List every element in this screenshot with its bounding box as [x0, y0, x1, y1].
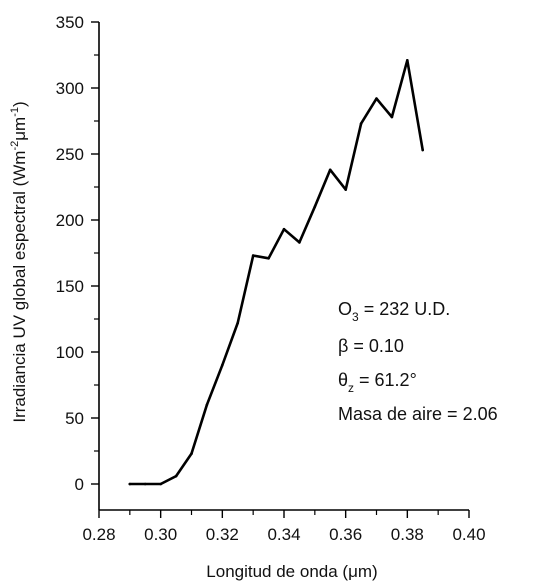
- data-point: [128, 482, 132, 486]
- y-ticks: 0 50 100 150 200 250 300 350: [56, 13, 99, 494]
- data-point: [190, 452, 193, 455]
- data-point: [205, 403, 209, 407]
- data-point: [313, 205, 317, 209]
- data-series: [128, 58, 425, 486]
- annotation-box: O3 = 232 U.D. β = 0.10 θz = 61.2° Masa d…: [338, 299, 498, 424]
- annotation-airmass: Masa de aire = 2.06: [338, 404, 498, 424]
- data-point: [236, 321, 239, 325]
- y-tick-label: 350: [56, 13, 84, 32]
- data-point: [282, 227, 286, 231]
- annotation-theta: θz = 61.2°: [338, 370, 417, 395]
- y-tick-label: 0: [75, 475, 84, 494]
- y-tick-label: 300: [56, 79, 84, 98]
- data-point: [267, 257, 270, 260]
- x-tick-label: 0.28: [82, 525, 115, 544]
- annotation-o3: O3 = 232 U.D.: [338, 299, 450, 324]
- data-point: [406, 59, 409, 62]
- y-tick-label: 200: [56, 211, 84, 230]
- data-point: [174, 474, 178, 478]
- data-point: [298, 241, 301, 244]
- x-tick-label: 0.40: [452, 525, 485, 544]
- x-tick-label: 0.36: [329, 525, 362, 544]
- x-tick-label: 0.30: [144, 525, 177, 544]
- x-tick-label: 0.32: [206, 525, 239, 544]
- data-point: [390, 115, 394, 119]
- x-ticks: 0.28 0.30 0.32 0.34 0.36 0.38 0.40: [82, 510, 486, 544]
- data-point: [251, 254, 255, 257]
- data-point: [143, 482, 147, 486]
- x-axis-title: Longitud de onda (μm): [206, 562, 377, 581]
- annotation-beta: β = 0.10: [338, 336, 404, 356]
- data-point: [375, 97, 378, 100]
- data-point: [221, 363, 224, 367]
- data-point: [359, 122, 363, 125]
- y-tick-label: 100: [56, 343, 84, 362]
- y-tick-label: 50: [65, 409, 84, 428]
- x-tick-label: 0.38: [391, 525, 424, 544]
- y-tick-label: 250: [56, 145, 84, 164]
- y-tick-label: 150: [56, 277, 84, 296]
- x-tick-label: 0.34: [267, 525, 300, 544]
- data-point: [159, 482, 162, 486]
- data-point: [328, 168, 332, 172]
- series-line: [128, 58, 425, 486]
- data-point: [421, 148, 425, 152]
- data-point: [344, 188, 348, 191]
- y-axis-title: Irradiancia UV global espectral (Wm-2μm-…: [9, 101, 29, 422]
